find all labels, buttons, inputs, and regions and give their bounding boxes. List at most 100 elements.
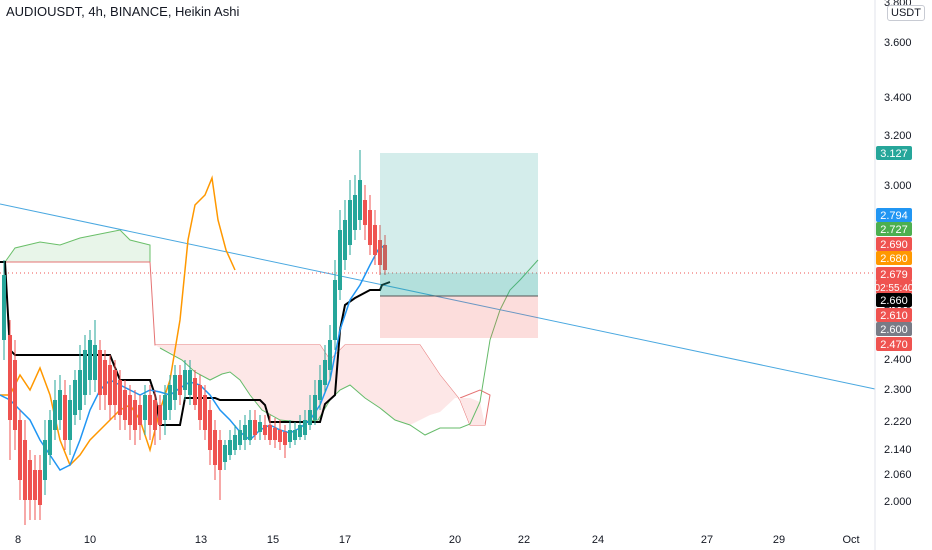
candle-body (28, 460, 32, 500)
candle-body (283, 432, 287, 445)
price-label: 2.660 (880, 295, 908, 307)
candle-body (113, 370, 117, 405)
y-tick-label: 2.400 (884, 354, 912, 366)
candle-body (228, 440, 232, 455)
candle-body (43, 440, 47, 480)
price-label-bg (876, 237, 912, 251)
candle-body (288, 430, 292, 442)
price-label-bg (876, 251, 912, 265)
y-tick-label: 3.400 (884, 92, 912, 104)
candle-body (138, 405, 142, 425)
candle-body (33, 470, 37, 500)
price-label-bg (876, 222, 912, 236)
price-label: 2.794 (880, 210, 908, 222)
candle-body (313, 395, 317, 420)
candle-body (253, 420, 257, 435)
price-label: 2.679 (880, 269, 908, 281)
candle-body (18, 420, 22, 480)
x-tick-label: 20 (449, 534, 461, 546)
candle-body (293, 430, 297, 440)
currency-button[interactable]: USDT (887, 5, 925, 21)
candle-body (108, 365, 112, 405)
ichimoku-cloud-green (4, 229, 151, 263)
candle-body (198, 385, 202, 420)
price-label-bg (876, 293, 912, 307)
x-tick-label: 17 (339, 534, 351, 546)
candle-body (223, 445, 227, 462)
y-tick-label: 3.600 (884, 37, 912, 49)
price-label: 3.127 (880, 148, 908, 160)
y-tick-label: 3.000 (884, 180, 912, 192)
candle-body (203, 395, 207, 430)
price-label: 2.610 (880, 310, 908, 322)
candle-body (178, 375, 182, 395)
candle-body (308, 410, 312, 425)
candle-body (193, 378, 197, 405)
y-tick-label: 2.300 (884, 384, 912, 396)
x-tick-label: 24 (592, 534, 604, 546)
candle-body (353, 195, 357, 230)
x-tick-label: 27 (701, 534, 713, 546)
candle-body (348, 200, 352, 245)
candle-body (88, 340, 92, 380)
price-label: 2.727 (880, 224, 908, 236)
price-label: 2.690 (880, 239, 908, 251)
candle-body (218, 440, 222, 470)
candle-body (98, 350, 102, 395)
y-tick-label: 2.220 (884, 416, 912, 428)
candle-body (233, 435, 237, 450)
candle-body (328, 340, 332, 370)
candle-body (2, 275, 6, 340)
target-zone (380, 153, 538, 273)
candle-body (383, 245, 387, 270)
candle-body (248, 420, 252, 440)
countdown-label-bg (876, 280, 912, 294)
y-tick-label: 2.000 (884, 496, 912, 508)
x-tick-label: 29 (773, 534, 785, 546)
candle-body (48, 420, 52, 455)
candle-body (373, 225, 377, 255)
y-tick-label: 3.200 (884, 130, 912, 142)
price-label-bg (876, 267, 912, 281)
candle-body (8, 335, 12, 420)
x-tick-label: Oct (842, 534, 859, 546)
candle-body (23, 440, 27, 500)
y-tick-label: 2.140 (884, 444, 912, 456)
candle-body (13, 360, 17, 430)
candle-body (38, 470, 42, 505)
candle-body (323, 360, 327, 385)
candle-body (303, 420, 307, 435)
candle-body (78, 370, 82, 410)
candle-body (143, 395, 147, 420)
price-label-bg (876, 337, 912, 351)
candle-body (368, 210, 372, 245)
price-label: 2.600 (880, 324, 908, 336)
candle-body (158, 405, 162, 425)
candle-body (183, 370, 187, 390)
candle-body (58, 390, 62, 420)
candle-body (213, 430, 217, 465)
x-tick-label: 22 (518, 534, 530, 546)
candle-body (133, 400, 137, 430)
price-label: 2.680 (880, 253, 908, 265)
x-tick-label: 13 (195, 534, 207, 546)
candle-body (263, 425, 267, 435)
candle-body (63, 395, 67, 440)
candle-body (118, 380, 122, 415)
candle-body (358, 180, 362, 220)
x-tick-label: 8 (15, 534, 21, 546)
price-label-bg (876, 322, 912, 336)
candle-body (188, 370, 192, 395)
candle-body (258, 422, 262, 432)
candle-body (93, 345, 97, 380)
candle-body (103, 360, 107, 395)
candle-body (173, 375, 177, 400)
candle-body (273, 428, 277, 440)
candle-body (268, 425, 272, 440)
countdown-label: 02:55:40 (875, 283, 914, 294)
price-label-bg (876, 146, 912, 160)
price-label: 2.470 (880, 339, 908, 351)
candle-body (298, 425, 302, 437)
